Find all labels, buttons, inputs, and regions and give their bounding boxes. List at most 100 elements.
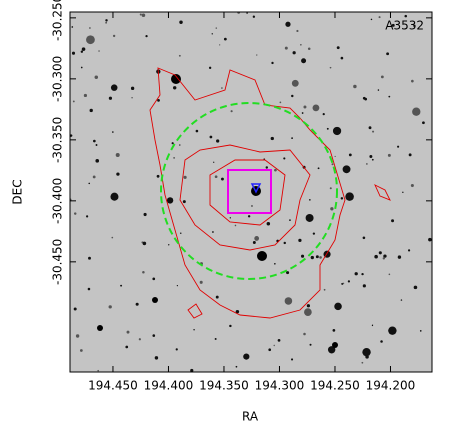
star xyxy=(309,199,311,201)
star xyxy=(98,50,100,52)
star xyxy=(388,326,397,335)
star xyxy=(221,177,224,181)
star xyxy=(327,346,336,354)
star xyxy=(378,251,382,255)
star xyxy=(279,101,282,104)
star xyxy=(145,34,148,38)
star xyxy=(391,219,395,223)
star xyxy=(209,135,213,139)
star xyxy=(387,153,391,157)
x-tick-label: 194.250 xyxy=(310,379,360,393)
star xyxy=(274,262,276,265)
star xyxy=(143,212,147,217)
star xyxy=(168,244,170,246)
star xyxy=(120,284,123,287)
star xyxy=(361,272,364,276)
star xyxy=(342,165,351,174)
star xyxy=(377,89,380,91)
star xyxy=(362,347,371,357)
star xyxy=(334,155,336,158)
y-tick-label: -30.250 xyxy=(51,0,65,41)
star xyxy=(152,277,156,281)
bright-star xyxy=(332,342,338,348)
star xyxy=(252,241,256,244)
y-axis-label: DEC xyxy=(11,179,25,204)
star xyxy=(329,187,332,190)
star xyxy=(73,307,77,311)
star xyxy=(317,167,320,170)
star xyxy=(408,153,412,157)
star xyxy=(336,46,340,50)
star xyxy=(369,155,373,158)
contour xyxy=(149,67,346,319)
star xyxy=(400,299,403,301)
star xyxy=(74,212,77,215)
star xyxy=(139,13,142,16)
star xyxy=(93,139,96,143)
star xyxy=(270,136,274,141)
star xyxy=(330,207,334,211)
star xyxy=(212,231,214,233)
star xyxy=(303,332,306,336)
star xyxy=(193,329,195,331)
star xyxy=(291,79,299,87)
bright-star xyxy=(152,297,158,303)
aperture-circle xyxy=(160,102,338,280)
star xyxy=(428,237,432,242)
star xyxy=(234,224,237,227)
star xyxy=(391,23,395,27)
star xyxy=(172,86,177,90)
star xyxy=(179,144,181,146)
star xyxy=(70,134,73,137)
star xyxy=(247,215,251,218)
star xyxy=(296,29,299,33)
star xyxy=(79,349,83,352)
star xyxy=(309,343,312,346)
star xyxy=(371,324,374,327)
star xyxy=(412,107,421,116)
star xyxy=(112,34,116,38)
star xyxy=(326,127,329,130)
star xyxy=(290,358,294,361)
star xyxy=(199,280,203,284)
star xyxy=(345,192,354,201)
star xyxy=(263,158,265,160)
star xyxy=(229,217,231,219)
star xyxy=(273,344,275,347)
star xyxy=(176,284,178,287)
star xyxy=(251,205,253,207)
contour xyxy=(209,159,286,226)
star xyxy=(301,112,304,114)
y-tick-label: -30.350 xyxy=(51,117,65,163)
star xyxy=(397,255,402,259)
star xyxy=(105,19,108,22)
star xyxy=(215,295,219,299)
star xyxy=(342,282,345,285)
x-tick-label: 194.450 xyxy=(88,379,138,393)
star xyxy=(362,284,366,288)
y-tick-label: -30.450 xyxy=(51,239,65,285)
star xyxy=(419,330,422,332)
star xyxy=(310,255,314,260)
star xyxy=(361,361,364,364)
star xyxy=(175,348,178,351)
star xyxy=(402,191,404,194)
star xyxy=(298,238,302,243)
star xyxy=(178,54,181,57)
x-tick-label: 194.350 xyxy=(199,379,249,393)
star xyxy=(382,257,386,260)
star xyxy=(108,305,112,309)
star xyxy=(271,61,274,65)
star xyxy=(80,66,83,69)
star xyxy=(214,175,218,179)
star xyxy=(291,137,293,140)
star xyxy=(97,369,99,372)
star xyxy=(182,200,186,204)
star xyxy=(126,330,130,334)
star xyxy=(362,96,366,100)
star xyxy=(111,131,114,133)
star xyxy=(283,157,286,160)
star xyxy=(277,338,281,342)
sky-image xyxy=(70,12,432,372)
